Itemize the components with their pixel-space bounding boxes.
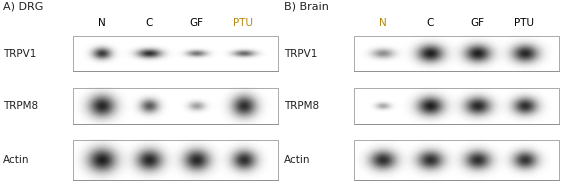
Text: GF: GF bbox=[189, 18, 203, 28]
Text: N: N bbox=[379, 18, 387, 28]
Bar bbox=[354, 140, 559, 180]
Text: C: C bbox=[145, 18, 153, 28]
Text: C: C bbox=[426, 18, 434, 28]
Text: TRPV1: TRPV1 bbox=[284, 49, 317, 58]
Text: Actin: Actin bbox=[3, 155, 29, 165]
Bar bbox=[354, 36, 559, 71]
Text: PTU: PTU bbox=[233, 18, 253, 28]
Bar bbox=[73, 140, 278, 180]
Text: A) DRG: A) DRG bbox=[3, 2, 43, 12]
Text: PTU: PTU bbox=[514, 18, 534, 28]
Bar bbox=[354, 88, 559, 124]
Text: TRPM8: TRPM8 bbox=[284, 101, 319, 111]
Bar bbox=[354, 140, 559, 180]
Bar bbox=[73, 36, 278, 71]
Text: B) Brain: B) Brain bbox=[284, 2, 329, 12]
Bar bbox=[354, 88, 559, 124]
Text: N: N bbox=[98, 18, 106, 28]
Bar bbox=[73, 88, 278, 124]
Text: TRPV1: TRPV1 bbox=[3, 49, 36, 58]
Text: Actin: Actin bbox=[284, 155, 310, 165]
Bar bbox=[73, 88, 278, 124]
Bar bbox=[354, 36, 559, 71]
Bar bbox=[73, 140, 278, 180]
Text: TRPM8: TRPM8 bbox=[3, 101, 38, 111]
Bar bbox=[73, 36, 278, 71]
Text: GF: GF bbox=[470, 18, 484, 28]
